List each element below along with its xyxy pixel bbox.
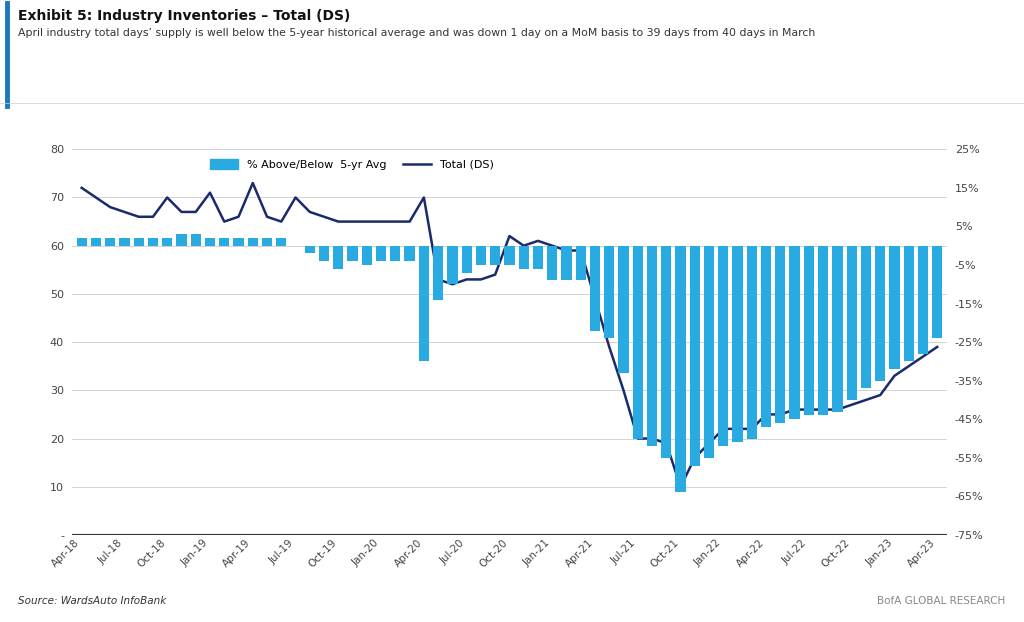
Bar: [333, 246, 343, 269]
Bar: [633, 246, 643, 439]
Bar: [447, 246, 458, 284]
Bar: [561, 246, 571, 281]
Bar: [604, 246, 614, 338]
Bar: [133, 238, 143, 246]
Bar: [662, 246, 672, 458]
Text: April industry total days’ supply is well below the 5-year historical average an: April industry total days’ supply is wel…: [18, 28, 816, 38]
Bar: [833, 246, 843, 412]
Bar: [676, 246, 686, 493]
Bar: [876, 246, 886, 381]
Bar: [390, 246, 400, 261]
Text: Exhibit 5: Industry Inventories – Total (DS): Exhibit 5: Industry Inventories – Total …: [18, 9, 351, 24]
Bar: [718, 246, 728, 446]
Bar: [77, 238, 87, 246]
Bar: [361, 246, 372, 265]
Bar: [176, 234, 186, 246]
Bar: [703, 246, 714, 458]
Bar: [547, 246, 557, 281]
Bar: [732, 246, 742, 442]
Bar: [147, 238, 158, 246]
Bar: [504, 246, 515, 265]
Bar: [248, 238, 258, 246]
Bar: [647, 246, 657, 446]
Bar: [903, 246, 913, 361]
Bar: [761, 246, 771, 427]
Bar: [889, 246, 899, 369]
Bar: [918, 246, 928, 354]
Bar: [318, 246, 329, 261]
Bar: [746, 246, 757, 439]
Bar: [618, 246, 629, 373]
Bar: [462, 246, 472, 272]
Bar: [690, 246, 700, 465]
Bar: [861, 246, 871, 388]
Bar: [804, 246, 814, 415]
Text: Source: WardsAuto InfoBank: Source: WardsAuto InfoBank: [18, 596, 167, 606]
Bar: [305, 246, 315, 253]
Bar: [105, 238, 116, 246]
Bar: [847, 246, 857, 400]
Bar: [818, 246, 828, 415]
Bar: [476, 246, 486, 265]
Bar: [532, 246, 543, 269]
Bar: [162, 238, 172, 246]
Text: BofA GLOBAL RESEARCH: BofA GLOBAL RESEARCH: [878, 596, 1006, 606]
Bar: [120, 238, 130, 246]
Bar: [205, 238, 215, 246]
Bar: [404, 246, 415, 261]
Bar: [518, 246, 528, 269]
Bar: [433, 246, 443, 300]
Bar: [775, 246, 785, 423]
Bar: [219, 238, 229, 246]
Bar: [590, 246, 600, 330]
Bar: [575, 246, 586, 281]
Legend: % Above/Below  5-yr Avg, Total (DS): % Above/Below 5-yr Avg, Total (DS): [206, 155, 498, 174]
Bar: [790, 246, 800, 419]
Bar: [190, 234, 201, 246]
Bar: [276, 238, 287, 246]
Bar: [376, 246, 386, 261]
Bar: [233, 238, 244, 246]
Bar: [490, 246, 501, 265]
Bar: [347, 246, 357, 261]
Bar: [91, 238, 101, 246]
Bar: [262, 238, 272, 246]
Bar: [932, 246, 942, 338]
Bar: [419, 246, 429, 361]
